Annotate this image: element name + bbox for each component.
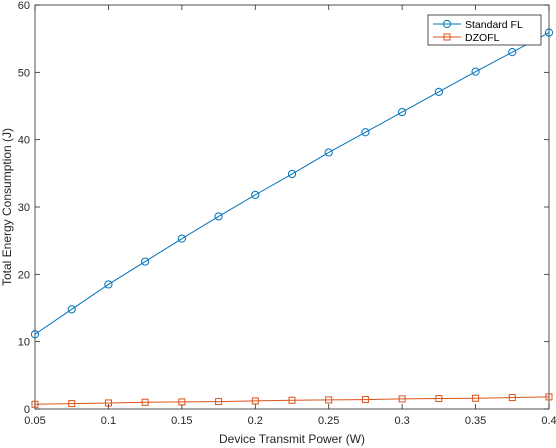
x-tick-label-3: 0.2 [248, 415, 263, 427]
point-0-5 [214, 212, 223, 221]
point-1-2 [104, 399, 112, 407]
point-1-10 [398, 395, 406, 403]
point-0-2 [104, 280, 113, 289]
y-tick-label-0: 0 [24, 404, 30, 416]
plot-area [34, 4, 550, 410]
point-1-7 [288, 396, 296, 404]
series-0 [30, 28, 554, 339]
x-tick-label-0: 0.05 [24, 415, 45, 427]
point-1-8 [325, 396, 333, 404]
point-0-6 [251, 190, 260, 199]
point-1-11 [435, 395, 443, 403]
point-1-6 [251, 397, 259, 405]
point-0-9 [361, 128, 370, 137]
point-0-12 [471, 67, 480, 76]
x-tick-label-7: 0.4 [541, 415, 556, 427]
x-tick-label-4: 0.25 [318, 415, 339, 427]
point-0-13 [508, 48, 517, 57]
tick-labels: 0.05 0.1 0.15 0.2 0.25 0.3 0.35 0.4 0 10 20 30 40 50 6… [18, 0, 556, 427]
x-tick-label-5: 0.3 [394, 415, 409, 427]
point-0-1 [67, 305, 76, 314]
y-tick-label-1: 10 [18, 337, 30, 349]
point-0-11 [434, 87, 443, 96]
point-1-13 [508, 394, 516, 402]
point-0-3 [141, 257, 150, 266]
y-tick-label-2: 20 [18, 269, 30, 281]
y-tick-label-4: 40 [18, 135, 30, 147]
point-1-0 [31, 400, 39, 408]
legend-label-0: Standard FL [465, 19, 523, 31]
point-1-12 [472, 394, 480, 402]
point-1-14 [545, 393, 553, 401]
series-line-1 [34, 396, 550, 405]
point-0-7 [287, 169, 297, 179]
point-0-14 [544, 28, 554, 37]
y-tick-label-3: 30 [18, 202, 30, 214]
y-tick-label-6: 60 [18, 0, 30, 12]
legend-label-1: DZOFL [465, 32, 500, 44]
x-tick-label-1: 0.1 [101, 415, 116, 427]
point-1-3 [141, 398, 149, 406]
x-tick-label-6: 0.35 [465, 415, 486, 427]
series-line-0 [34, 32, 550, 335]
point-1-4 [178, 398, 186, 406]
axes [34, 4, 550, 410]
point-0-4 [177, 234, 186, 243]
point-1-1 [68, 400, 76, 408]
x-axis-label: Device Transmit Power (W) [219, 432, 365, 446]
legend-marker-1 [443, 33, 451, 41]
point-0-8 [324, 148, 333, 157]
x-tick-label-2: 0.15 [171, 415, 192, 427]
point-0-0 [30, 330, 40, 339]
y-tick-label-5: 50 [18, 67, 30, 79]
y-axis-label: Total Energy Consumption (J) [0, 128, 14, 286]
legend-marker-0 [442, 19, 452, 29]
point-1-5 [215, 398, 223, 406]
point-0-10 [398, 107, 407, 117]
series-layer [30, 28, 554, 408]
series-1 [31, 393, 553, 408]
point-1-9 [361, 396, 369, 404]
